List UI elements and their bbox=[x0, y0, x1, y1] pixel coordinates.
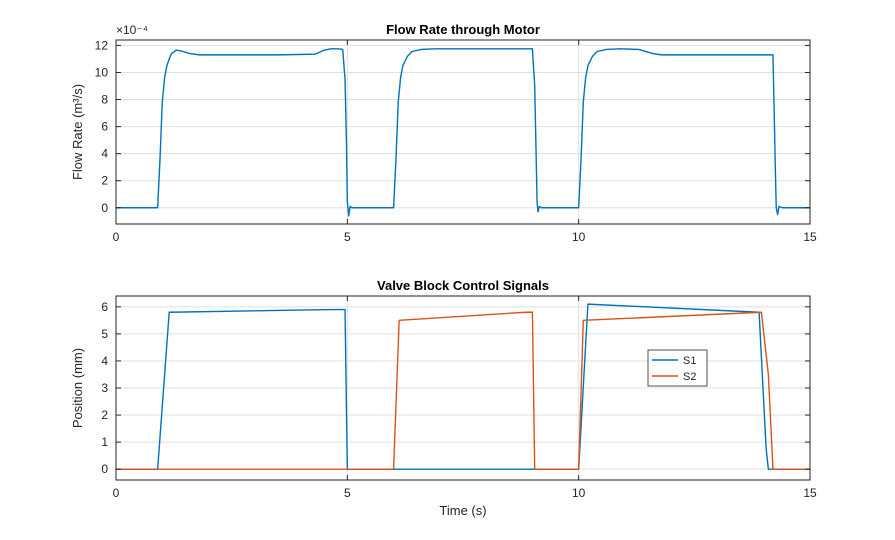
x-tick-label: 15 bbox=[803, 230, 817, 244]
x-tick-label: 0 bbox=[113, 486, 120, 500]
y-tick-label: 6 bbox=[101, 300, 108, 314]
x-tick-label: 5 bbox=[344, 230, 351, 244]
chart-title: Flow Rate through Motor bbox=[386, 22, 540, 37]
x-tick-label: 15 bbox=[803, 486, 817, 500]
y-tick-label: 1 bbox=[101, 435, 108, 449]
series-line-S1 bbox=[116, 303, 810, 470]
x-axis-label: Time (s) bbox=[439, 503, 486, 518]
y-axis-label: Flow Rate (m³/s) bbox=[70, 84, 85, 180]
y-tick-label: 3 bbox=[101, 381, 108, 395]
chart-2: 0 5 10 15 0 1 2 3 4 5 6 Valve Block Control Signals… bbox=[70, 278, 817, 518]
x-tick-label: 10 bbox=[572, 230, 586, 244]
series-line-1 bbox=[116, 48, 810, 217]
y-tick-label: 0 bbox=[101, 462, 108, 476]
y-tick-label: 4 bbox=[101, 147, 108, 161]
legend-entry-S2: S2 bbox=[683, 371, 696, 383]
x-tick-label: 10 bbox=[572, 486, 586, 500]
chart-1: 0 5 10 15 0 2 4 6 8 10 12 Flow Rate through Motor ×1… bbox=[70, 22, 817, 244]
series-line-S2 bbox=[116, 311, 810, 470]
x-tick-label: 0 bbox=[113, 230, 120, 244]
y-tick-label: 6 bbox=[101, 120, 108, 134]
x-tick-label: 5 bbox=[344, 486, 351, 500]
legend-entry-S1: S1 bbox=[683, 355, 696, 367]
y-exponent-label: ×10⁻⁴ bbox=[116, 23, 148, 37]
axes-box bbox=[115, 39, 811, 225]
y-tick-label: 10 bbox=[95, 65, 109, 79]
y-tick-label: 2 bbox=[101, 174, 108, 188]
y-axis-label: Position (mm) bbox=[70, 348, 85, 428]
y-tick-label: 2 bbox=[101, 408, 108, 422]
legend-box bbox=[647, 349, 708, 387]
y-tick-label: 5 bbox=[101, 327, 108, 341]
y-tick-label: 8 bbox=[101, 93, 108, 107]
y-tick-label: 4 bbox=[101, 354, 108, 368]
chart-title: Valve Block Control Signals bbox=[377, 278, 549, 293]
y-tick-label: 12 bbox=[95, 38, 109, 52]
y-tick-label: 0 bbox=[101, 201, 108, 215]
